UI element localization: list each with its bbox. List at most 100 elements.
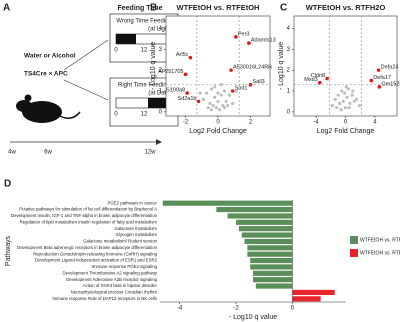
point <box>352 99 356 104</box>
y-axis-label: Pathways <box>5 235 12 266</box>
bar <box>247 251 293 257</box>
wrong-note: (at Light) <box>148 27 172 33</box>
y-tick-label: 4 <box>159 26 163 32</box>
point <box>213 85 217 89</box>
point-label: Per3 <box>238 31 250 37</box>
chart-title: WTFEtOH vs. RTFH2O <box>306 3 386 12</box>
point <box>209 108 214 112</box>
bar <box>253 270 293 276</box>
point <box>346 87 351 91</box>
bar <box>292 296 321 302</box>
point <box>219 83 223 87</box>
bar <box>247 245 293 251</box>
point <box>214 106 218 110</box>
point <box>234 35 238 39</box>
y-tick-label: 4 <box>287 26 291 32</box>
point <box>330 103 334 108</box>
point-label: S100a8 <box>166 88 185 94</box>
x-axis-label: Log2 Fold Change <box>317 128 375 135</box>
x-tick-label: -2 <box>233 306 239 312</box>
bar <box>216 206 293 213</box>
x-tick-label: 0 <box>344 120 348 126</box>
point <box>222 89 227 93</box>
tick: 12 <box>141 48 148 54</box>
point <box>219 93 223 97</box>
point <box>209 87 214 91</box>
y-tick-label: 1 <box>287 89 291 95</box>
y-tick-label: 0 <box>287 109 291 115</box>
legend-label: WTFEtOH vs. RTFEtOH <box>360 237 400 243</box>
point-label: Cldn8 <box>311 73 325 79</box>
point <box>231 101 235 106</box>
feeding-window <box>116 34 136 44</box>
point-label: Arl5c <box>176 52 189 58</box>
y-tick-label: Development Insulin, IGF-1 and TNF-alpha… <box>11 213 158 218</box>
x-axis-label: - Log10 q value <box>229 314 277 321</box>
feeding-window <box>148 98 172 108</box>
point <box>218 108 222 112</box>
point <box>317 80 322 85</box>
point <box>188 55 193 60</box>
point <box>348 101 352 106</box>
point <box>333 97 337 101</box>
point-label: Defa17 <box>373 75 391 81</box>
point <box>338 101 342 106</box>
age: 6w <box>44 150 52 156</box>
wrong: Wrong Time Feeding <box>116 19 172 25</box>
y-tick-label: Immune response PGE2 signaling <box>92 264 158 269</box>
y-tick-label: 1 <box>159 89 163 95</box>
y-tick-label: 3 <box>287 47 291 53</box>
point <box>347 106 351 110</box>
legend-label: WTFEtOH vs. RTFH2O <box>360 250 400 256</box>
point <box>198 91 202 95</box>
y-tick-label: 2 <box>159 68 163 74</box>
point <box>340 89 344 93</box>
bar <box>162 200 293 206</box>
panel-label: C <box>280 3 287 14</box>
tick: 12 <box>141 112 148 118</box>
legend-swatch <box>350 249 358 257</box>
point <box>343 106 348 110</box>
point <box>185 91 189 95</box>
point <box>357 103 362 108</box>
y-tick-label: Putative pathways for stimulation of fat… <box>19 207 157 212</box>
right: Right Time Feeding <box>118 83 170 89</box>
point-label: Gm15284 <box>381 81 400 87</box>
point <box>208 101 212 106</box>
y-tick-label: Galactose metabolism/ Rodent version <box>83 239 157 244</box>
y-tick-label: Glycogen metabolism <box>116 232 158 237</box>
point <box>351 89 355 93</box>
tick: 0 <box>114 48 118 54</box>
connector <box>63 39 109 101</box>
bar <box>244 238 293 245</box>
point <box>196 99 201 104</box>
point <box>377 85 382 89</box>
header: Feeding Time <box>118 5 163 12</box>
age: 4w <box>8 150 16 156</box>
y-tick-label: 2 <box>287 68 291 74</box>
point-label: Adamts13 <box>251 38 276 44</box>
point <box>229 68 233 72</box>
point-label: AF251705 <box>158 69 183 75</box>
point <box>205 91 209 95</box>
y-axis-label: - Log10 q value <box>278 42 285 90</box>
y-tick-label: Neurophysiological process Circadian rhy… <box>71 290 158 295</box>
genotype: TS4Cre × APC <box>24 71 68 78</box>
y-tick-label: Development Thromboxane A2 signaling pat… <box>62 270 157 275</box>
point <box>234 89 238 93</box>
point <box>369 78 374 83</box>
point <box>341 99 345 104</box>
y-tick-label: Galactose metabolism <box>114 226 157 231</box>
point <box>344 85 348 89</box>
y-tick-label: Development Beta adrenergic receptors in… <box>17 245 158 250</box>
y-tick-label: Immune response Role of DAP12 receptors … <box>52 296 157 301</box>
point <box>201 97 205 101</box>
y-tick-label: Action of GSK3 beta in bipolar disorder <box>83 283 158 288</box>
point <box>226 103 230 108</box>
bar <box>253 277 293 283</box>
point <box>325 76 329 81</box>
right-note: (at Dark) <box>148 91 171 97</box>
y-axis-label: - Log10 q value <box>150 42 157 90</box>
point <box>216 91 220 95</box>
panel-label: A <box>3 3 10 14</box>
